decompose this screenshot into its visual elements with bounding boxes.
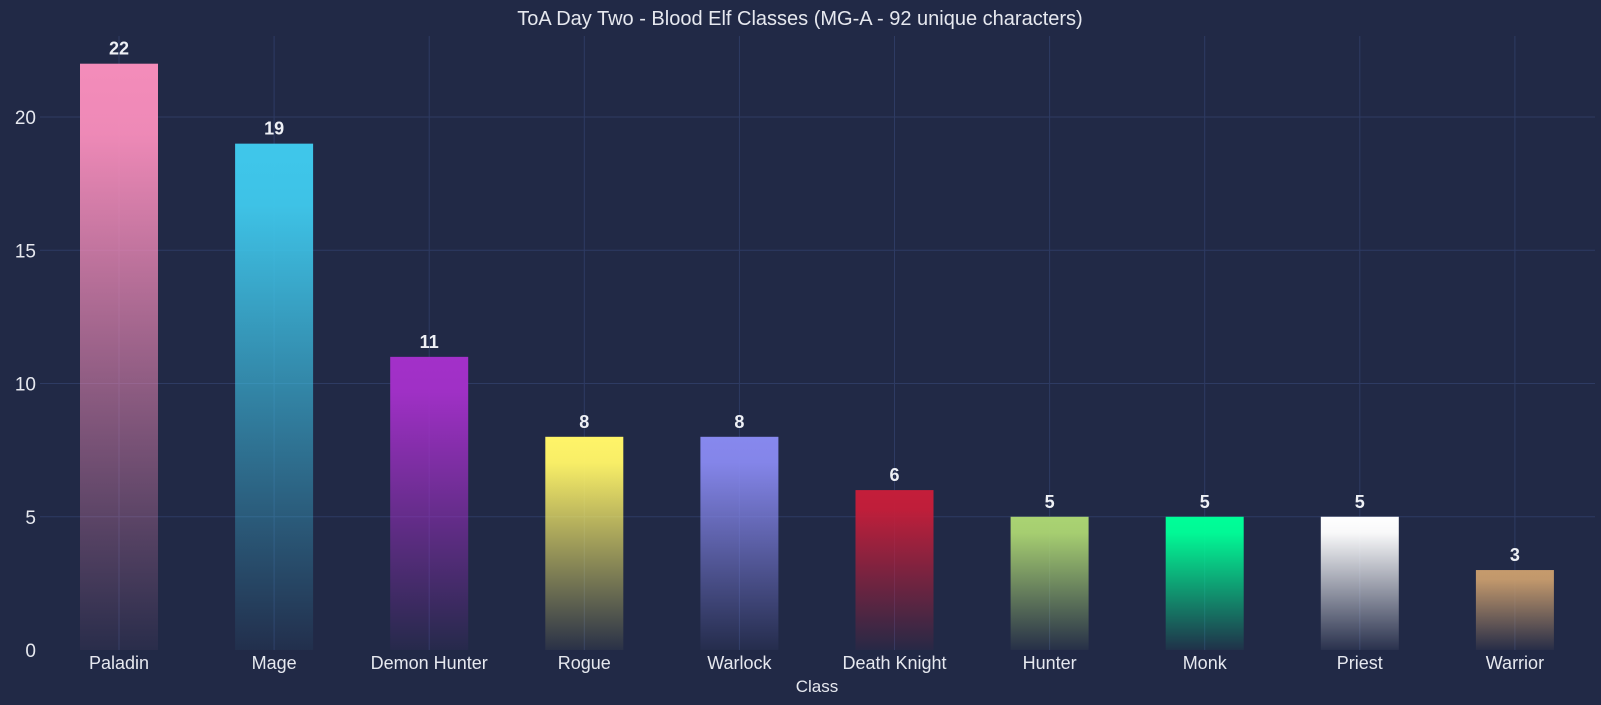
x-tick-label: Warlock xyxy=(707,653,772,673)
bar xyxy=(1475,570,1554,650)
y-tick-label: 20 xyxy=(15,108,36,129)
bars xyxy=(80,63,1554,650)
bar-value-label: 8 xyxy=(579,412,589,432)
bar xyxy=(390,356,469,650)
bar-value-label: 19 xyxy=(264,119,284,139)
bar-value-label: 8 xyxy=(734,412,744,432)
bar-value-label: 6 xyxy=(889,465,899,485)
bar xyxy=(700,436,779,650)
bar xyxy=(855,490,934,650)
bar xyxy=(1165,516,1244,650)
y-tick-label: 15 xyxy=(15,241,36,262)
bar-value-label: 5 xyxy=(1045,492,1055,512)
bar xyxy=(235,143,314,650)
x-tick-label: Demon Hunter xyxy=(371,653,488,673)
x-tick-label: Mage xyxy=(252,653,297,673)
chart-title: ToA Day Two - Blood Elf Classes (MG-A - … xyxy=(517,8,1082,30)
x-tick-label: Monk xyxy=(1183,653,1228,673)
x-tick-label: Death Knight xyxy=(842,653,946,673)
bar-value-label: 5 xyxy=(1200,492,1210,512)
x-tick-label: Hunter xyxy=(1023,653,1077,673)
value-labels: 22 19 11 8 8 6 5 5 5 3 xyxy=(109,39,1520,565)
x-tick-label: Paladin xyxy=(89,653,149,673)
y-tick-label: 5 xyxy=(25,508,36,529)
y-tick-label: 10 xyxy=(15,375,36,396)
bar-value-label: 11 xyxy=(420,332,439,352)
x-tick-label: Rogue xyxy=(558,653,611,673)
bar-value-label: 22 xyxy=(109,39,129,59)
x-tick-label: Priest xyxy=(1337,653,1383,673)
x-tick-label: Warrior xyxy=(1486,653,1544,673)
y-tick-label: 0 xyxy=(25,641,36,662)
bar xyxy=(1010,516,1089,650)
bar-value-label: 3 xyxy=(1510,545,1520,565)
bar xyxy=(545,436,624,650)
y-axis-ticks: 0 5 10 15 20 xyxy=(15,108,36,662)
bar xyxy=(1320,516,1399,650)
x-axis-ticks: Paladin Mage Demon Hunter Rogue Warlock Death… xyxy=(89,653,1544,673)
bar-value-label: 5 xyxy=(1355,492,1365,512)
bar xyxy=(80,63,158,650)
x-axis-label: Class xyxy=(796,677,839,696)
